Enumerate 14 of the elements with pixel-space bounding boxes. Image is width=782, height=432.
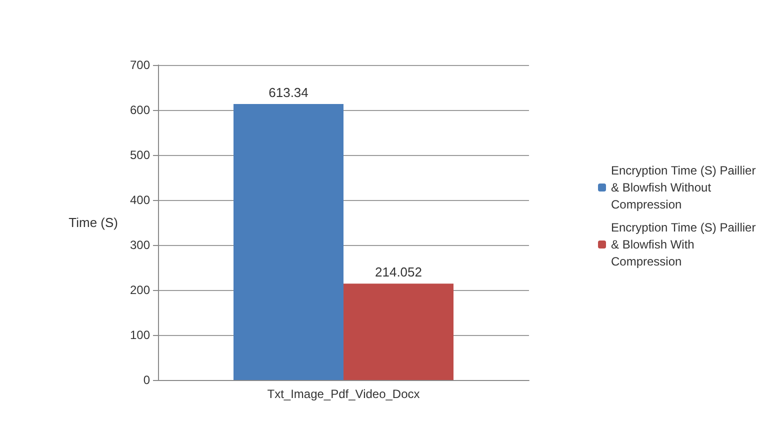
y-tick-label: 600 [130,103,150,117]
y-tick-label: 0 [143,373,150,387]
y-tick-label: 200 [130,283,150,297]
y-tick-label: 100 [130,328,150,342]
y-axis-title: Time (S) [68,215,118,230]
data-label: 214.052 [375,264,422,280]
legend-label: Encryption Time (S) Paillier & Blowfish With Compression [611,220,760,268]
y-tick-label: 300 [130,238,150,252]
data-label: 613.34 [268,84,308,100]
y-tick-label: 700 [130,58,150,72]
x-tick-label: Txt_Image_Pdf_Video_Docx [267,387,420,401]
legend-label: Encryption Time (S) Paillier & Blowfish Without Compression [611,164,760,212]
y-tick-label: 400 [130,193,150,207]
y-tick-label: 500 [130,148,150,162]
